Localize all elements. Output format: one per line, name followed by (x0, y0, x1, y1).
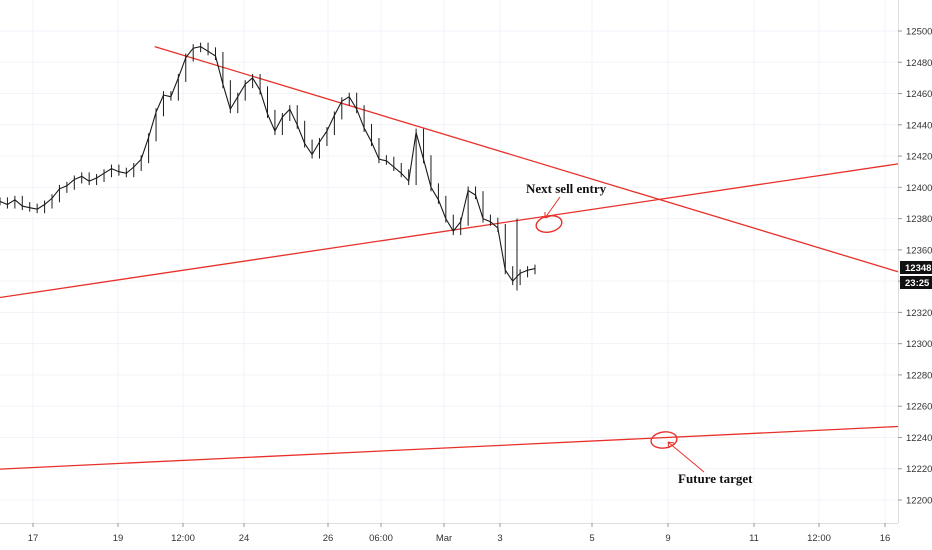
price-tick-label: 12380 (906, 214, 932, 225)
price-tick-label: 12320 (906, 308, 932, 319)
price-tick-label: 12220 (906, 464, 932, 475)
price-tick-label: 12440 (906, 120, 932, 131)
annotation-next-sell: Next sell entry (526, 181, 607, 196)
time-tick-label: 17 (28, 533, 39, 544)
price-tick-label: 12480 (906, 58, 932, 69)
future-target-arrow (667, 441, 705, 473)
annotation-markers (535, 196, 705, 473)
countdown-tag: 23:25 (900, 276, 932, 289)
price-tick-label: 12420 (906, 152, 932, 163)
trendline-3[interactable] (0, 425, 899, 472)
time-tick-label: 16 (880, 533, 891, 544)
trendlines[interactable] (0, 46, 899, 472)
price-tick-label: 12360 (906, 245, 932, 256)
trendline-2[interactable] (0, 163, 899, 306)
time-tick-label: 12:00 (807, 533, 831, 544)
time-tick-label: 19 (113, 533, 124, 544)
time-tick-label: 9 (665, 533, 670, 544)
next-sell-arrow (544, 196, 561, 219)
time-tick-label: Mar (436, 533, 452, 544)
future-target-circle (650, 431, 678, 449)
price-tick-label: 12240 (906, 433, 932, 444)
time-tick-label: 26 (323, 533, 334, 544)
price-tick-label: 12400 (906, 183, 932, 194)
countdown-tag-bg (900, 276, 932, 289)
price-tick-label: 12460 (906, 89, 932, 100)
last-price-tag: 12348 (900, 261, 932, 274)
annotation-future-target: Future target (678, 471, 753, 486)
last-price-label: 12348 (905, 263, 931, 274)
annotation-next-sell-label: Next sell entry (526, 181, 607, 196)
time-tick-label: 3 (497, 533, 502, 544)
price-series (0, 42, 536, 291)
time-tick-label: 11 (749, 533, 759, 544)
annotation-future-target-label: Future target (678, 471, 753, 486)
time-tick-label: 24 (239, 533, 250, 544)
price-tick-label: 12200 (906, 496, 932, 507)
time-tick-label: 12:00 (171, 533, 195, 544)
future-target-arrowhead (667, 441, 675, 449)
price-tick-label: 12260 (906, 402, 932, 413)
next-sell-circle (535, 215, 563, 233)
next-sell-arrowhead (544, 212, 552, 219)
price-tick-label: 12280 (906, 370, 932, 381)
price-line (0, 46, 536, 282)
trendline-1[interactable] (154, 46, 899, 273)
last-price-tag-bg (900, 261, 932, 274)
price-tick-label: 12300 (906, 339, 932, 350)
time-tick-label: 5 (589, 533, 594, 544)
price-tick-label: 12500 (906, 27, 932, 38)
countdown-label: 23:25 (905, 278, 930, 289)
time-axis[interactable]: 17 19 12:00 24 26 06:00 Mar 3 5 9 11 12:00 16 (28, 523, 891, 544)
grid-lines (0, 0, 898, 523)
time-tick-label: 06:00 (369, 533, 393, 544)
